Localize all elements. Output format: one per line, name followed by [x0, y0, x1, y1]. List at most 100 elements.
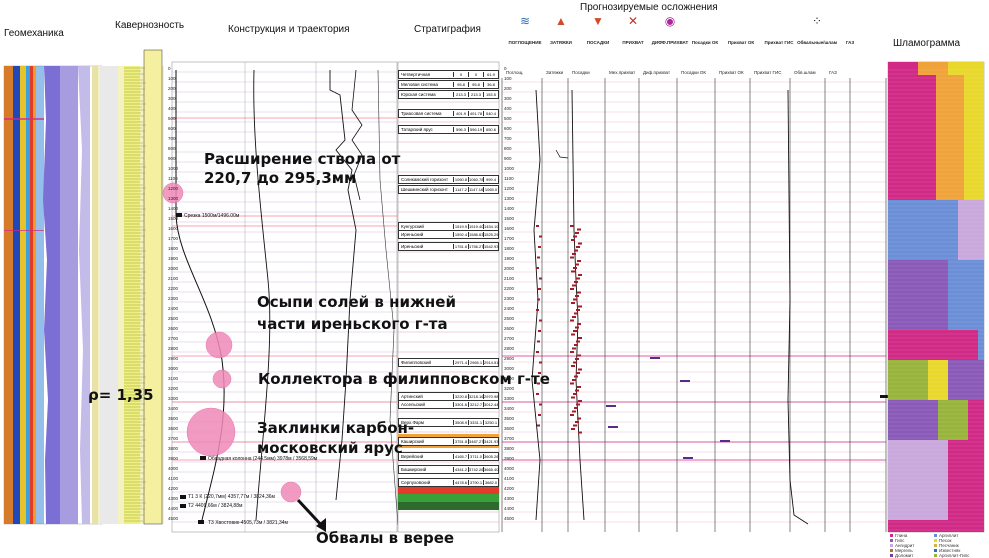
arrow-up-icon: ▲	[555, 14, 567, 28]
strat-depth: 36.8	[483, 82, 498, 87]
cross-icon: ✕	[627, 14, 639, 28]
legend-swatch	[890, 549, 893, 552]
depth-tick-label: 500	[504, 116, 512, 121]
strat-depth: 3742.26	[468, 467, 484, 472]
depth-tick-label: 3900	[168, 456, 179, 461]
strat-row: Триасовая система 401.9 401.78 540.4	[398, 109, 499, 118]
depth-tick-label: 500	[168, 116, 176, 121]
depth-tick-label: 1000	[168, 166, 179, 171]
depth-tick-label: 3500	[168, 416, 179, 421]
legend-swatch	[890, 534, 893, 537]
mudlog-legend-item: Глина	[890, 533, 907, 538]
legend-swatch	[934, 534, 937, 537]
depth-tick-label: 1500	[504, 216, 515, 221]
complication-legend-label: Прихват ГИС	[764, 40, 794, 45]
depth-tick-label: 2200	[504, 286, 515, 291]
strat-depth: 596.3	[453, 127, 468, 132]
legend-label: Известняк	[939, 548, 961, 553]
depth-tick-label: 3800	[504, 446, 515, 451]
strat-depth: 3665.40	[483, 467, 499, 472]
track-header: ГАЗ	[829, 70, 837, 75]
strat-name: Верейский	[401, 454, 424, 459]
strat-row: Филипповский 2971.4 2965.1 2914.51	[398, 358, 499, 367]
depth-tick-label: 2500	[504, 316, 515, 321]
strat-name: Филипповский	[401, 360, 432, 365]
mudlog-legend-item: Аргиллит	[934, 533, 959, 538]
strat-name: Артинский	[401, 394, 423, 399]
depth-tick-label: 1800	[504, 246, 515, 251]
geomechanics-panel	[3, 65, 103, 525]
track-header: Обв.шлам	[794, 70, 816, 75]
depth-tick-label: 2000	[168, 266, 179, 271]
depth-tick-label: 1000	[504, 166, 515, 171]
depth-tick-label: 800	[504, 146, 512, 151]
strat-depth: 1065.0	[483, 187, 498, 192]
depth-tick-label: 4500	[168, 516, 179, 521]
strat-depth: 4478.6	[453, 480, 468, 485]
strat-name: Верх.Фарм	[401, 420, 424, 425]
strat-depth: 4165.7	[453, 454, 468, 459]
strat-row: Верейский 4165.7 3711.0 3605.26	[398, 452, 499, 461]
strat-depth: 3508.9	[453, 420, 468, 425]
strat-depth: 3487.27	[468, 439, 484, 444]
depth-tick-label: 1100	[504, 176, 514, 181]
depth-tick-label: 4200	[504, 486, 515, 491]
depth-tick-label: 1800	[168, 246, 179, 251]
depth-tick-label: 1400	[504, 206, 515, 211]
casing-mark-t1: Т1 3 К (220,7мм) 4357,77м / 3824,36м	[188, 494, 275, 500]
depth-tick-label: 2800	[504, 346, 515, 351]
depth-tick-label: 3000	[504, 366, 515, 371]
legend-swatch	[934, 544, 937, 547]
strat-depth: 2971.4	[453, 360, 468, 365]
depth-tick-label: 2200	[168, 286, 179, 291]
strat-name: Юрская система	[401, 92, 436, 97]
arrow-down-icon: ▼	[592, 14, 604, 28]
legend-label: Песчаник	[939, 543, 959, 548]
strat-depth: 3682.0	[483, 480, 498, 485]
annotation-salts-line1: Осыпи солей в нижней	[257, 293, 456, 311]
strat-depth: 1519.40	[468, 224, 484, 229]
complication-legend-item: ≋ ПОГЛОЩЕНИЕ	[505, 14, 545, 45]
complication-legend-item: Прихват ОК	[721, 14, 761, 45]
strat-name: Серпуховский	[401, 480, 431, 485]
strat-row: Каширский 3751.8 3487.27 3421.93	[398, 437, 499, 446]
strat-name: Соликамский горизонт	[401, 177, 449, 182]
strat-depth: 1756.27	[468, 244, 484, 249]
complication-legend-item: ▼ ПОСАДКИ	[578, 14, 618, 45]
water-waves-icon: ≋	[519, 14, 531, 28]
strat-name: Башкирский	[401, 467, 427, 472]
strat-name: Татарский ярус	[401, 127, 433, 132]
strat-depth: 3751.8	[453, 439, 468, 444]
strat-depth: 213.3	[468, 92, 483, 97]
strat-row: Четвертичная 0 0 61.9	[398, 70, 499, 79]
annotation-salts-line2: части иреньского г-та	[257, 315, 448, 333]
depth-tick-label: 1200	[504, 186, 515, 191]
depth-tick-label: 3000	[168, 366, 179, 371]
strat-depth: 999.4	[483, 177, 498, 182]
strat-name: Кунгурский	[401, 224, 424, 229]
legend-label: Аргиллит-Гипс	[939, 553, 970, 558]
strat-depth: 153.5	[483, 92, 498, 97]
depth-tick-label: 4400	[168, 506, 179, 511]
strat-depth: 596.19	[468, 127, 483, 132]
depth-tick-label: 2100	[504, 276, 515, 281]
construction-panel	[162, 61, 399, 533]
strat-row: Башкирский 4341.2 3742.26 3665.40	[398, 465, 499, 474]
depth-tick-label: 2600	[168, 326, 179, 331]
strat-depth: 401.78	[468, 111, 483, 116]
depth-tick-label: 900	[168, 156, 176, 161]
legend-swatch	[890, 539, 893, 542]
depth-tick-label: 3100	[504, 376, 515, 381]
annotation-reservoir: Коллектора в филипповском г-те	[258, 370, 550, 388]
strat-row: Юрская система 213.3 213.3 153.5	[398, 90, 499, 99]
stratigraphy-title: Стратиграфия	[414, 24, 481, 35]
depth-tick-label: 3800	[168, 446, 179, 451]
depth-tick-label: 1100	[168, 176, 178, 181]
annotation-sticking-line2: московский ярус	[257, 439, 403, 457]
strat-depth: 3212.7	[468, 402, 483, 407]
construction-title: Конструкция и траектория	[228, 24, 350, 35]
depth-tick-label: 3700	[504, 436, 515, 441]
annotation-caving: Обвалы в верее	[316, 529, 455, 547]
depth-tick-label: 2400	[168, 306, 179, 311]
